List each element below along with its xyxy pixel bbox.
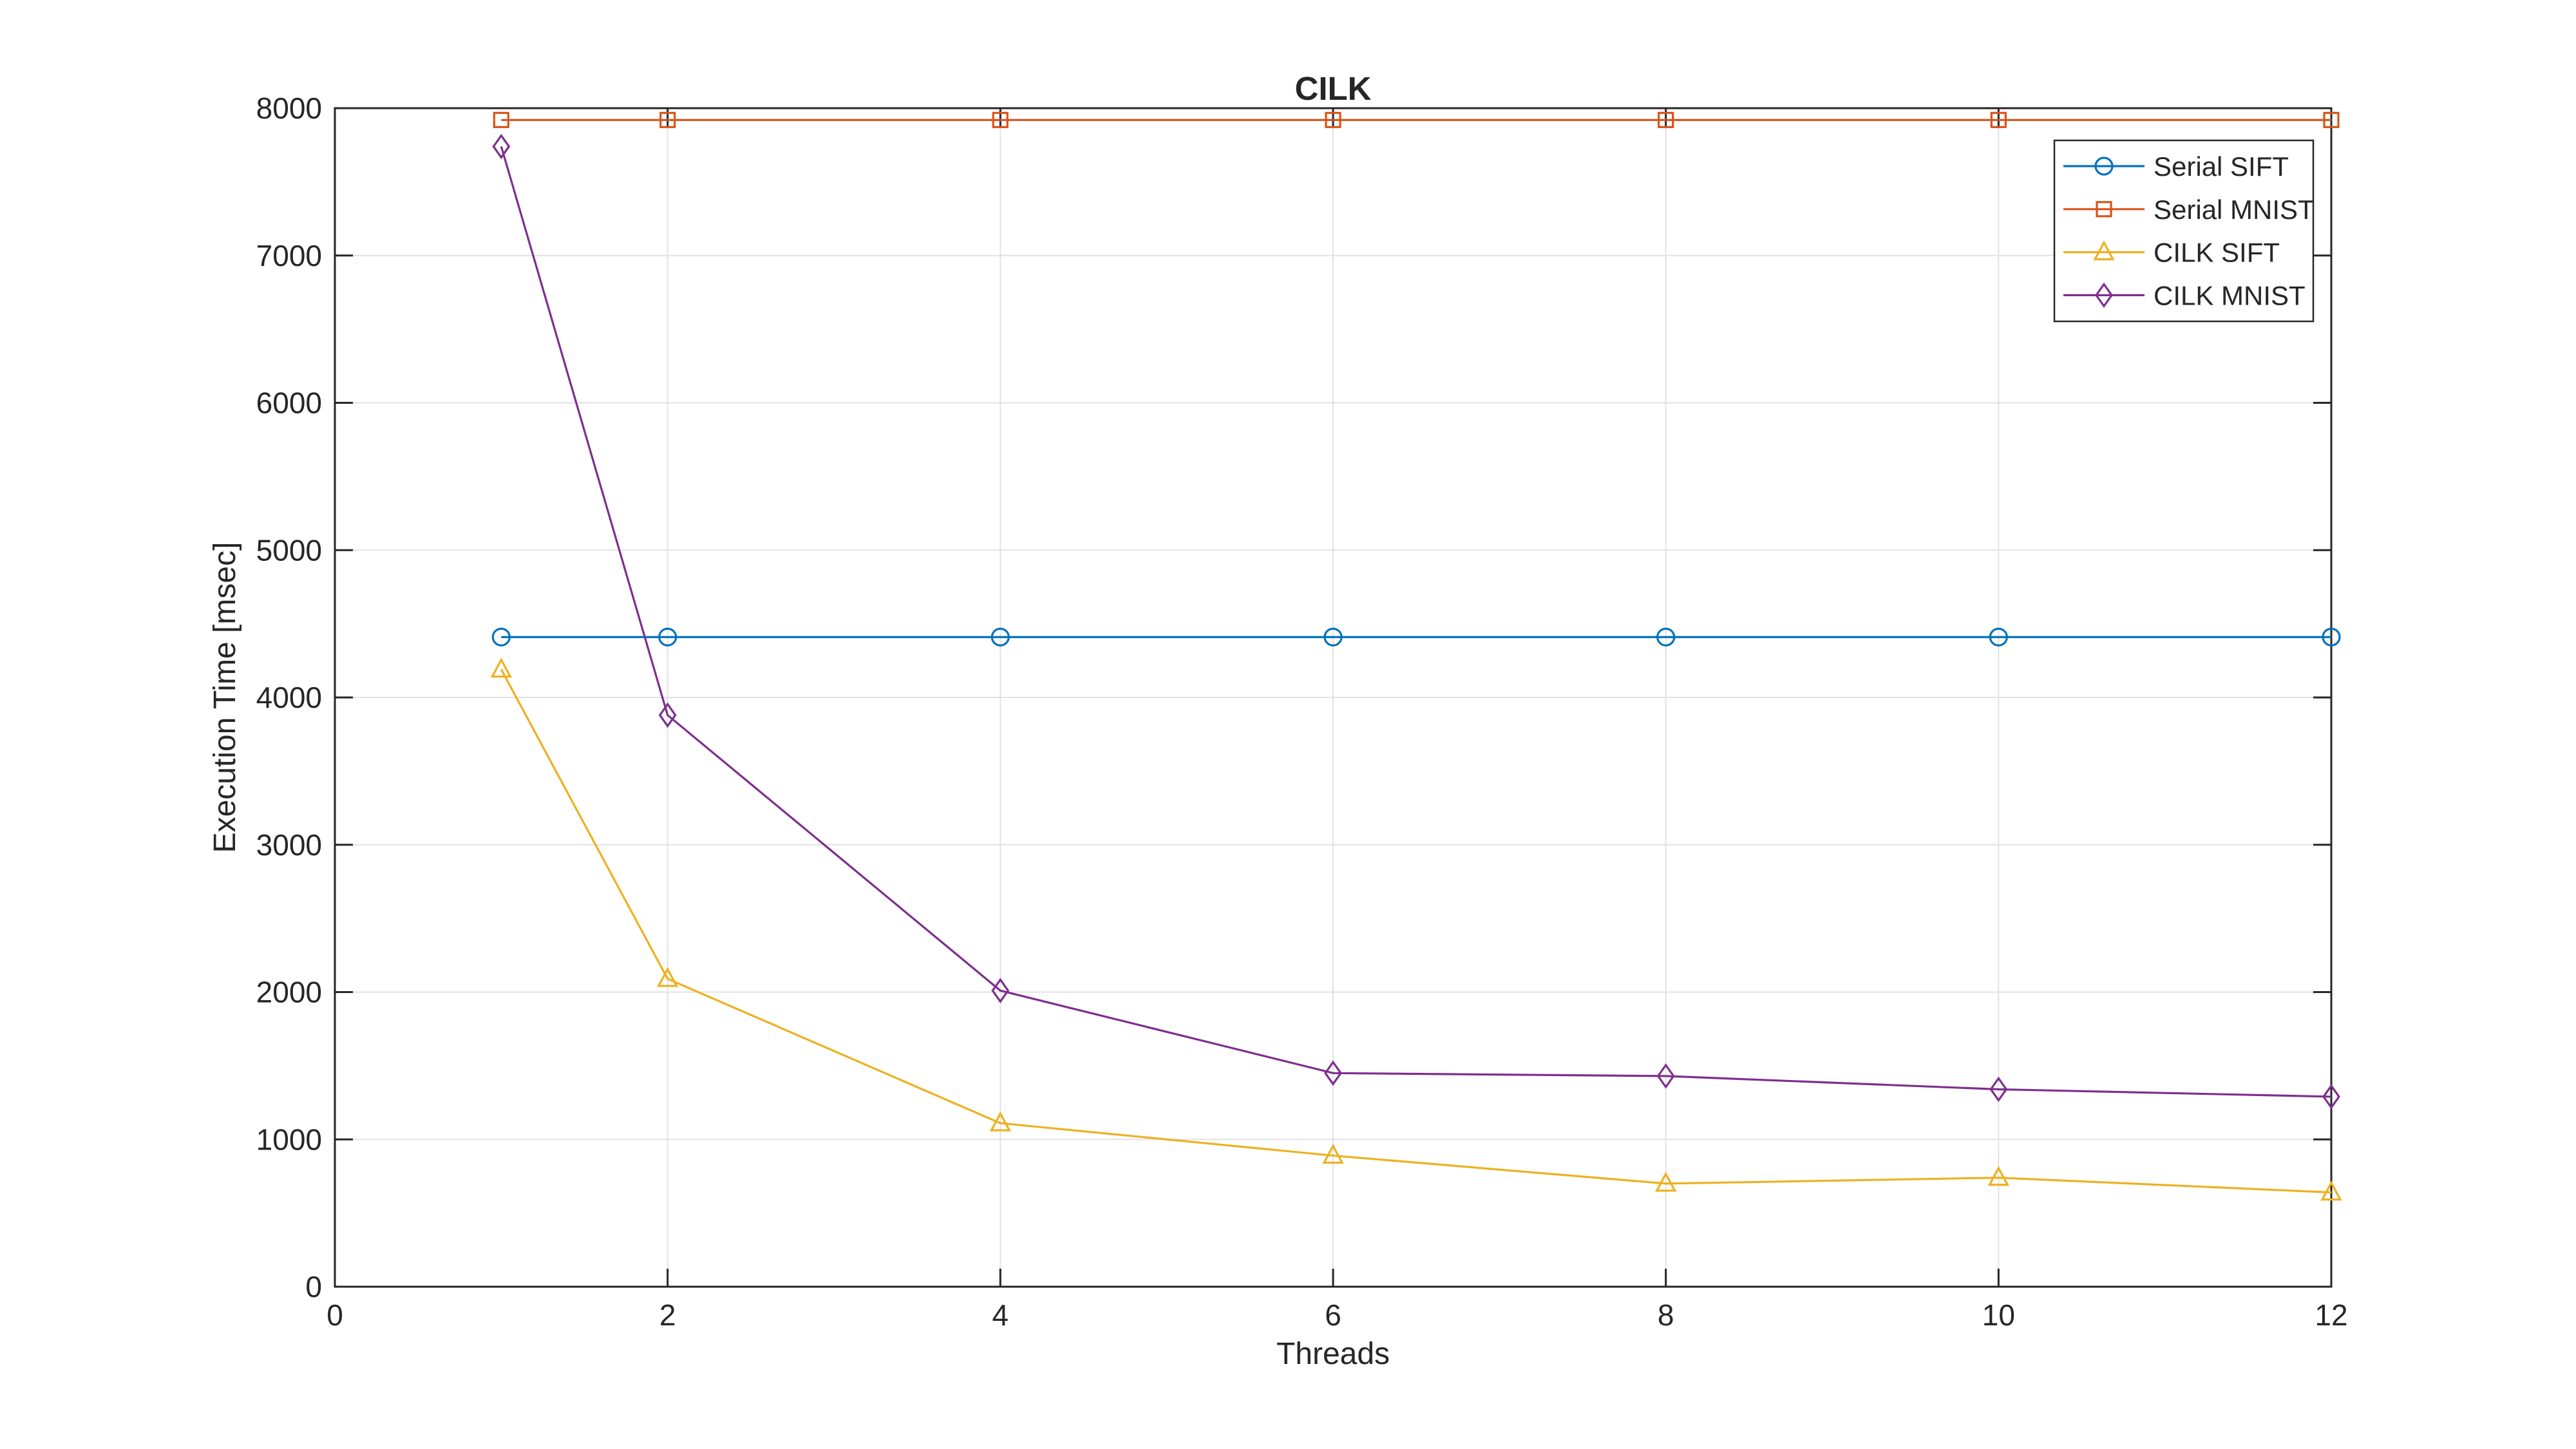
y-tick-label: 0 (305, 1270, 322, 1303)
legend-label-cilk-sift: CILK SIFT (2154, 238, 2280, 268)
series-marker-serial-sift (1656, 627, 1676, 647)
legend-label-serial-sift: Serial SIFT (2154, 151, 2289, 182)
y-tick-label: 6000 (256, 386, 322, 420)
y-tick-label: 4000 (256, 681, 322, 714)
series-marker-serial-sift (491, 627, 511, 647)
series-marker-serial-mnist (493, 111, 509, 128)
y-tick-label: 7000 (256, 239, 322, 272)
y-tick-label: 2000 (256, 976, 322, 1009)
series-marker-serial-sift (1989, 627, 2008, 647)
y-tick-label: 8000 (256, 91, 322, 125)
x-axis-label: Threads (1276, 1337, 1390, 1371)
series-marker-serial-sift (658, 627, 677, 647)
chart-axes (334, 107, 2333, 1288)
series-marker-cilk-sift (1987, 1166, 2010, 1186)
series-marker-serial-mnist (1990, 111, 2007, 128)
y-axis-label: Execution Time [msec] (208, 542, 242, 853)
legend-label-cilk-mnist: CILK MNIST (2154, 280, 2306, 310)
series-marker-serial-mnist (1658, 111, 1674, 128)
series-marker-cilk-mnist (2322, 1084, 2340, 1110)
series-marker-serial-sift (990, 627, 1010, 647)
series-line-cilk-mnist (500, 146, 2332, 1098)
x-tick-label: 0 (327, 1298, 343, 1332)
legend-marker-serial-sift (2094, 156, 2114, 176)
series-marker-serial-mnist (1325, 111, 1341, 128)
series-marker-serial-sift (2322, 627, 2341, 647)
series-marker-cilk-sift (1322, 1144, 1344, 1164)
series-line-cilk-sift (500, 668, 2332, 1194)
x-tick-label: 2 (659, 1298, 676, 1332)
series-marker-cilk-sift (989, 1111, 1012, 1132)
x-tick-label: 6 (1325, 1298, 1341, 1332)
x-tick-label: 8 (1658, 1298, 1674, 1332)
series-marker-cilk-mnist (658, 702, 677, 728)
series-marker-serial-mnist (992, 111, 1009, 128)
series-marker-cilk-mnist (1324, 1060, 1342, 1086)
chart-series (490, 111, 2342, 1201)
chart-gridlines (335, 108, 2331, 1287)
y-tick-label: 3000 (256, 828, 322, 862)
series-marker-serial-mnist (2323, 111, 2340, 128)
legend-label-serial-mnist: Serial MNIST (2154, 194, 2315, 225)
chart-legend: Serial SIFT Serial MNIST CILK SIFT CILK MNI… (2053, 139, 2315, 323)
series-marker-cilk-sift (656, 967, 679, 987)
x-tick-label: 4 (992, 1298, 1009, 1332)
x-tick-label: 10 (1982, 1298, 2015, 1332)
series-marker-cilk-mnist (991, 978, 1010, 1003)
y-tick-label: 1000 (256, 1122, 322, 1156)
series-marker-cilk-mnist (492, 133, 511, 160)
series-marker-cilk-sift (1654, 1171, 1677, 1192)
y-tick-label: 5000 (256, 533, 322, 567)
legend-marker-cilk-mnist (2095, 282, 2113, 308)
x-tick-label: 12 (2315, 1298, 2347, 1332)
legend-marker-serial-mnist (2096, 201, 2112, 218)
series-marker-serial-sift (1323, 627, 1343, 647)
series-marker-cilk-mnist (1656, 1063, 1675, 1089)
legend-marker-cilk-sift (2093, 240, 2115, 261)
series-marker-cilk-sift (490, 658, 513, 678)
chart-tick-labels: 0 2 4 6 8 10 12 0 1000 2000 3000 4000 5000 6000 7000 80… (256, 91, 2348, 1332)
series-marker-serial-mnist (659, 111, 676, 128)
chart-title: CILK (1295, 70, 1372, 107)
series-marker-cilk-sift (2320, 1180, 2342, 1201)
series-marker-cilk-mnist (1989, 1076, 2008, 1103)
